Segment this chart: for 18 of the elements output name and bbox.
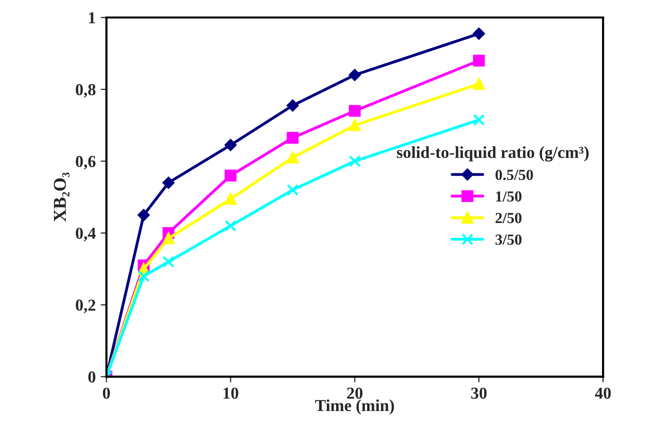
x-tick-label: 30 [471, 388, 487, 399]
y-tick-label: 0 [88, 371, 96, 383]
x-tick-label: 20 [347, 388, 362, 399]
y-tick-label: 0,4 [76, 228, 96, 242]
x-axis-title: Time (min) [315, 399, 394, 415]
y-axis-title: XB₂O₃ [54, 172, 70, 222]
x-tick-label: 0 [102, 388, 110, 399]
y-tick-label: 0,2 [76, 300, 96, 314]
legend-title: solid-to-liquid ratio (g/cm³) [396, 146, 589, 162]
y-tick-label: 0,6 [76, 156, 96, 170]
legend-label: 1/50 [496, 191, 522, 202]
legend-label: 0.5/50 [496, 170, 533, 180]
legend-label: 2/50 [496, 212, 522, 224]
y-tick-label: 0,8 [76, 84, 96, 98]
x-tick-label: 10 [224, 388, 238, 399]
x-tick-label: 40 [594, 388, 611, 399]
y-tick-label: 1 [89, 12, 96, 24]
legend-label: 3/50 [496, 234, 522, 245]
